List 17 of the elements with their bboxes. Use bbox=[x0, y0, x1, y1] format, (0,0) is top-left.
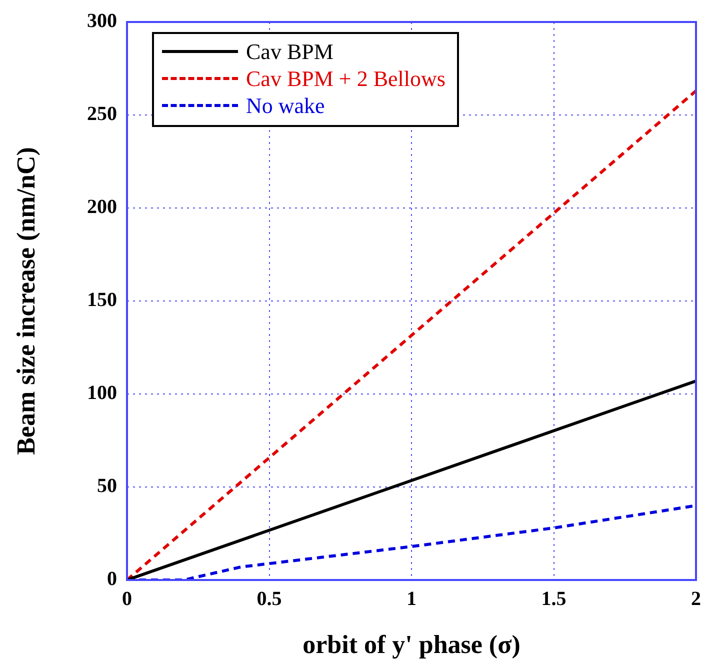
y-tick-label: 250 bbox=[87, 103, 117, 126]
y-tick-label: 150 bbox=[87, 289, 117, 312]
x-tick-label: 0.5 bbox=[256, 588, 282, 610]
x-tick-label: 1.5 bbox=[541, 588, 566, 610]
y-tick-label: 200 bbox=[87, 196, 117, 218]
y-tick-label: 0 bbox=[107, 568, 117, 590]
x-axis-title: orbit of y' phase (σ) bbox=[302, 630, 520, 660]
x-tick-label: 0 bbox=[122, 588, 132, 610]
legend-label: No wake bbox=[246, 92, 325, 119]
x-tick-label: 1 bbox=[406, 588, 416, 610]
y-tick-label: 300 bbox=[87, 10, 117, 32]
y-tick-label: 50 bbox=[97, 475, 117, 498]
x-tick-label: 2 bbox=[691, 588, 701, 610]
y-tick-label: 100 bbox=[87, 382, 117, 404]
legend-label: Cav BPM + 2 Bellows bbox=[246, 65, 446, 92]
legend-label: Cav BPM bbox=[246, 38, 334, 65]
y-axis-title: Beam size increase (nm/nC) bbox=[11, 147, 40, 455]
